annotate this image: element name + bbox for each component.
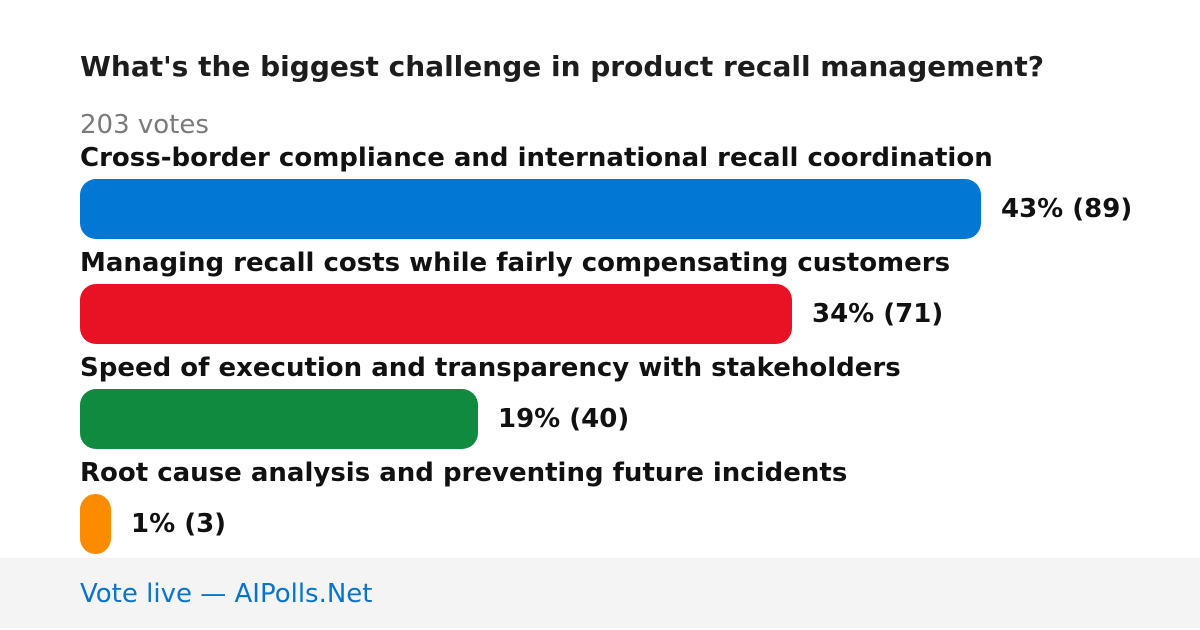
poll-option: Cross-border compliance and internationa… xyxy=(80,142,1180,247)
option-result: 19% (40) xyxy=(498,404,630,434)
poll-option: Root cause analysis and preventing futur… xyxy=(80,457,1180,562)
option-result: 1% (3) xyxy=(131,509,227,539)
option-bar xyxy=(80,494,111,554)
poll-title: What's the biggest challenge in product … xyxy=(80,50,1044,83)
option-label: Cross-border compliance and internationa… xyxy=(80,143,993,173)
option-result: 43% (89) xyxy=(1001,194,1133,224)
option-label: Speed of execution and transparency with… xyxy=(80,353,901,383)
option-bar xyxy=(80,389,478,449)
option-bar xyxy=(80,284,792,344)
option-result: 34% (71) xyxy=(812,299,944,329)
poll-option: Managing recall costs while fairly compe… xyxy=(80,247,1180,352)
option-bar xyxy=(80,179,981,239)
poll-option: Speed of execution and transparency with… xyxy=(80,352,1180,457)
vote-live-link[interactable]: Vote live — AIPolls.Net xyxy=(80,579,373,609)
vote-count: 203 votes xyxy=(80,110,209,140)
footer: Vote live — AIPolls.Net xyxy=(0,558,1200,628)
option-label: Managing recall costs while fairly compe… xyxy=(80,248,951,278)
option-label: Root cause analysis and preventing futur… xyxy=(80,458,848,488)
